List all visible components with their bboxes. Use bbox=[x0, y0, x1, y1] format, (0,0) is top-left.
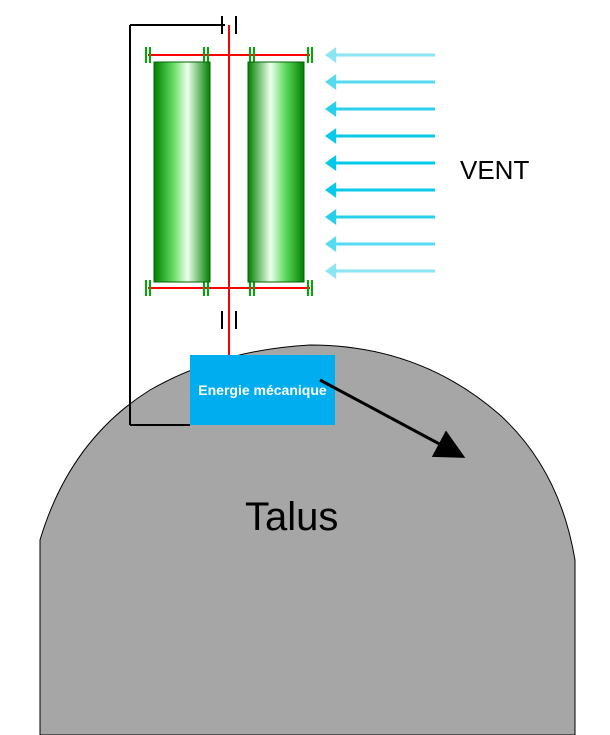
energie-label: Energie mécanique bbox=[190, 355, 335, 425]
wind-arrows bbox=[325, 47, 435, 279]
rotor-right bbox=[248, 62, 304, 282]
vent-label: VENT bbox=[460, 155, 529, 186]
talus-label: Talus bbox=[245, 495, 338, 540]
rotor-left bbox=[154, 62, 210, 282]
